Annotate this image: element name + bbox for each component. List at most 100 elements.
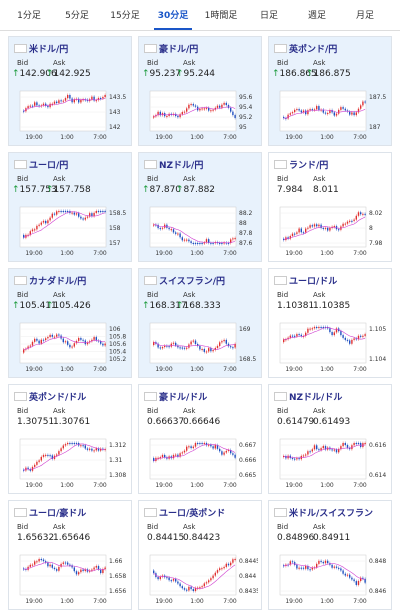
bid-value: 1.65632 xyxy=(17,533,54,543)
candle-body xyxy=(294,109,296,113)
candle-body xyxy=(23,234,25,238)
moving-average xyxy=(283,444,366,459)
candle-body xyxy=(199,587,201,589)
candle-body xyxy=(80,569,82,573)
up-arrow: ↑ xyxy=(142,69,150,79)
pair-name: スイスフラン/円 xyxy=(159,277,226,287)
ask-value: 0.84911 xyxy=(313,533,350,543)
tab[interactable]: 30分足 xyxy=(157,11,189,21)
candle-body xyxy=(289,236,291,239)
rate-card[interactable]: 米ドル/円 Bid Ask ↑142.906 ↑142.925 143.5 143 142 19… xyxy=(8,36,132,146)
candle-body xyxy=(344,573,346,576)
candle-body xyxy=(316,327,318,328)
candle-body xyxy=(294,458,296,460)
tab[interactable]: 月足 xyxy=(355,11,374,21)
rate-card[interactable]: カナダドル/円 Bid Ask ↑105.411 ↑105.426 106 105.8 105… xyxy=(8,268,132,378)
ask-label: Ask xyxy=(183,175,196,183)
rate-card[interactable]: ユーロ/ドル Bid Ask 1.10381 1.10385 1.105 1.104 19:0… xyxy=(268,268,392,378)
bid-label: Bid xyxy=(17,175,29,183)
candle-body xyxy=(342,223,344,227)
candle-body xyxy=(104,211,106,212)
ask-label: Ask xyxy=(53,523,66,531)
candle-body xyxy=(170,456,172,459)
candle-body xyxy=(327,227,329,231)
flag-icon xyxy=(14,508,27,517)
candle-body xyxy=(62,338,64,343)
tab[interactable]: 15分足 xyxy=(110,11,140,21)
tab[interactable]: 1時間足 xyxy=(204,11,238,21)
ask-text: 0.61493 xyxy=(313,417,351,427)
candle-body xyxy=(318,106,320,110)
candle-body xyxy=(307,328,309,333)
candle-body xyxy=(100,211,102,212)
rate-card[interactable]: ランド/円 Bid Ask 7.984 8.011 8.02 8 7.98 19:00 1:00 7… xyxy=(268,152,392,262)
rate-card[interactable]: 英ポンド/円 Bid Ask ↑186.865 ↑186.875 187.5 187 19:0… xyxy=(268,36,392,146)
candle-body xyxy=(181,347,183,349)
tab[interactable]: 5分足 xyxy=(65,11,89,21)
ask-value: 1.10385 xyxy=(313,301,350,311)
price-tick: 1.308 xyxy=(109,472,126,479)
mini-chart: 0.667 0.666 0.665 19:00 1:00 7:00 xyxy=(149,438,256,489)
up-arrow: ↑ xyxy=(12,69,20,79)
candle-body xyxy=(53,567,56,570)
price-tick: 105.8 xyxy=(109,334,126,341)
price-tick: 0.667 xyxy=(239,442,256,449)
rate-card[interactable]: NZドル/ドル Bid Ask 0.61479 0.61493 0.616 0.614 19:… xyxy=(268,384,392,494)
candle-body xyxy=(311,449,313,452)
candle-body xyxy=(333,332,335,336)
rate-card[interactable]: 豪ドル/円 Bid Ask ↑95.237 ↑95.244 95.6 95.4 95.2 95 1… xyxy=(138,36,262,146)
candle-body xyxy=(166,345,168,347)
candle-body xyxy=(172,342,175,344)
candle-body xyxy=(183,239,186,241)
candle-body xyxy=(362,335,364,337)
tab[interactable]: 1分足 xyxy=(17,11,41,21)
candle-body xyxy=(307,227,309,229)
price-tick: 0.844 xyxy=(239,573,256,580)
candle-body xyxy=(62,211,64,212)
rate-card[interactable]: スイスフラン/円 Bid Ask ↑168.317 ↑168.333 169 168.5 19… xyxy=(138,268,262,378)
rate-card[interactable]: 米ドル/スイスフラン Bid Ask 0.84896 0.84911 0.848 0.846… xyxy=(268,500,392,610)
candle-body xyxy=(234,454,236,458)
candle-body xyxy=(346,221,349,224)
candle-body xyxy=(357,443,360,444)
candle-body xyxy=(225,450,227,453)
time-tick: 1:00 xyxy=(320,366,334,373)
time-tick: 7:00 xyxy=(223,598,237,605)
bid-value: 0.84896 xyxy=(277,533,314,543)
bid-text: 0.61479 xyxy=(277,417,315,427)
price-tick: 1.105 xyxy=(369,326,386,333)
moving-average xyxy=(23,211,106,238)
candle-body xyxy=(60,448,62,452)
tab[interactable]: 日足 xyxy=(259,11,278,21)
candle-body xyxy=(56,454,58,456)
candle-body xyxy=(69,95,71,99)
candle-body xyxy=(219,105,221,108)
rate-card[interactable]: ユーロ/英ポンド Bid Ask 0.84415 0.84423 0.8445 0.844 0… xyxy=(138,500,262,610)
candle-body xyxy=(58,451,60,455)
bid-label: Bid xyxy=(17,59,29,67)
time-tick: 7:00 xyxy=(93,366,107,373)
rate-card[interactable]: ユーロ/円 Bid Ask ↑157.753 ↑157.758 158.5 158 157 19… xyxy=(8,152,132,262)
ask-label: Ask xyxy=(53,291,66,299)
rate-card[interactable]: 英ポンド/ドル Bid Ask 1.30751 1.30761 1.312 1.31 1.30… xyxy=(8,384,132,494)
candle-body xyxy=(289,561,291,565)
candle-body xyxy=(289,113,291,115)
candle-body xyxy=(23,110,25,112)
candle-body xyxy=(78,572,80,575)
candle-body xyxy=(298,334,300,336)
candle-body xyxy=(91,213,93,217)
candle-body xyxy=(60,211,62,212)
candle-body xyxy=(51,564,53,568)
moving-average xyxy=(153,341,236,350)
ask-text: 87.882 xyxy=(183,185,216,195)
candle-body xyxy=(302,567,305,569)
rate-card[interactable]: ユーロ/豪ドル Bid Ask 1.65632 1.65646 1.66 1.658 1.65… xyxy=(8,500,132,610)
candle-body xyxy=(349,220,351,222)
bid-label: Bid xyxy=(277,407,289,415)
rate-card[interactable]: 豪ドル/ドル Bid Ask 0.66637 0.66646 0.667 0.666 0.66… xyxy=(138,384,262,494)
candle-body xyxy=(331,449,333,451)
tab[interactable]: 週足 xyxy=(307,11,326,21)
time-tick: 19:00 xyxy=(155,598,172,605)
candle-body xyxy=(153,224,155,226)
rate-card[interactable]: NZドル/円 Bid Ask ↑87.870 ↑87.882 88.2 88 87.8 87.6… xyxy=(138,152,262,262)
